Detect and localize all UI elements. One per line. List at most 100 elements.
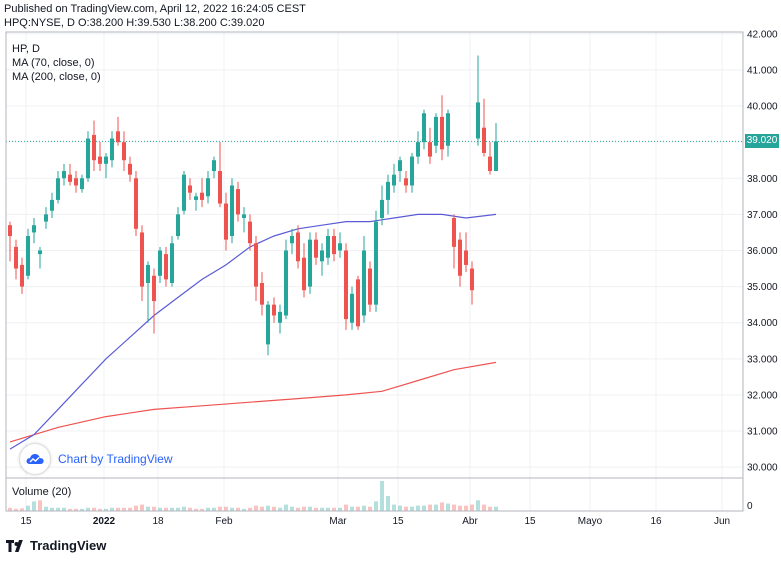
candle-body: [14, 246, 18, 269]
candle-body: [170, 243, 174, 283]
volume-bar: [350, 506, 354, 511]
volume-bar: [398, 505, 402, 511]
candle-body: [428, 142, 432, 157]
volume-bar: [218, 506, 222, 511]
candle-body: [116, 131, 120, 143]
volume-bar: [116, 507, 120, 511]
candle: [248, 214, 252, 251]
candle-body: [272, 304, 276, 316]
volume-bar: [176, 507, 180, 511]
candle: [32, 217, 36, 244]
chart-by-text[interactable]: Chart by TradingView: [58, 452, 173, 466]
candle-body: [86, 138, 90, 179]
candle: [476, 55, 480, 146]
volume-bar: [152, 506, 156, 511]
candle-body: [194, 196, 198, 200]
candle-body: [236, 189, 240, 215]
ohlc-line: HPQ:NYSE, D O:38.200 H:39.530 L:38.200 C…: [4, 17, 265, 29]
volume-axis-label: 0: [747, 501, 753, 512]
candle-body: [356, 279, 360, 327]
legend-ma70[interactable]: MA (70, close, 0): [12, 57, 95, 69]
candle: [482, 98, 486, 157]
volume-bar: [368, 506, 372, 511]
volume-bar: [80, 508, 84, 511]
candle: [14, 239, 18, 280]
volume-bar: [344, 504, 348, 511]
candle-body: [146, 264, 150, 283]
candle: [20, 257, 24, 294]
candle: [350, 286, 354, 330]
candle: [284, 239, 288, 320]
volume-bar: [302, 506, 306, 511]
candle-body: [56, 178, 60, 200]
candle-body: [260, 282, 264, 305]
candle: [440, 95, 444, 161]
volume-bar: [332, 507, 336, 511]
x-tick-label: Feb: [215, 516, 233, 527]
volume-bar: [74, 508, 78, 511]
volume-bar: [224, 506, 228, 511]
ma70-line: [9, 213, 497, 450]
candle-body: [224, 203, 228, 240]
volume-bar: [194, 508, 198, 511]
y-tick-label: 42.000: [747, 29, 778, 40]
candle: [242, 207, 246, 233]
candle-body: [434, 116, 438, 146]
candle: [464, 232, 468, 273]
volume-bar: [476, 500, 480, 511]
legend-volume[interactable]: Volume (20): [12, 486, 72, 498]
volume-bar: [104, 508, 108, 511]
volume-bar: [446, 503, 450, 511]
candle: [50, 192, 54, 218]
candle-body: [32, 225, 36, 233]
candle-body: [110, 138, 114, 161]
x-tick-label: 16: [650, 516, 662, 527]
candle: [140, 225, 144, 302]
x-tick-label: 18: [152, 516, 164, 527]
candle-body: [242, 214, 246, 218]
legend-symbol[interactable]: HP, D: [12, 43, 40, 55]
candle: [182, 171, 186, 215]
candle: [44, 207, 48, 229]
volume-bar: [422, 505, 426, 511]
y-tick-label: 32.000: [747, 390, 778, 401]
candle-body: [380, 199, 384, 218]
candle: [356, 275, 360, 330]
y-axis-ticks: 30.000 31.000 32.000 33.000 34.000 35.000 36.0…: [747, 29, 778, 512]
candle-body: [44, 214, 48, 222]
candle: [398, 156, 402, 182]
candle-body: [206, 178, 210, 197]
candle: [128, 156, 132, 182]
candle: [404, 171, 408, 193]
y-tick-label: 41.000: [747, 65, 778, 76]
tradingview-footer-logo[interactable]: TradingView: [6, 538, 106, 553]
x-tick-label: Abr: [462, 516, 478, 527]
y-tick-label: 35.000: [747, 282, 778, 293]
y-tick-label: 33.000: [747, 354, 778, 365]
volume-bar: [212, 507, 216, 511]
candle: [260, 272, 264, 316]
x-tick-label: 2022: [93, 516, 116, 527]
volume-bar: [140, 504, 144, 511]
volume-bar: [494, 506, 498, 511]
volume-bar: [314, 507, 318, 511]
volume-bar: [242, 508, 246, 511]
volume-bar: [122, 507, 126, 511]
chart-by-tradingview-badge[interactable]: Chart by TradingView: [20, 444, 173, 474]
candle: [188, 178, 192, 200]
volume-bars: [8, 481, 498, 511]
volume-bar: [452, 504, 456, 511]
candle: [26, 228, 30, 280]
candle-body: [248, 221, 252, 244]
candle: [314, 232, 318, 265]
volume-bar: [98, 508, 102, 511]
volume-bar: [50, 507, 54, 511]
volume-bar: [428, 504, 432, 511]
x-axis-ticks: 15 2022 18 Feb Mar 15 Abr 15 Mayo 16 Jun: [20, 516, 730, 527]
candle-body: [464, 250, 468, 265]
volume-bar: [272, 506, 276, 511]
legend-ma200[interactable]: MA (200, close, 0): [12, 71, 101, 83]
volume-bar: [440, 502, 444, 511]
candle: [380, 185, 384, 226]
